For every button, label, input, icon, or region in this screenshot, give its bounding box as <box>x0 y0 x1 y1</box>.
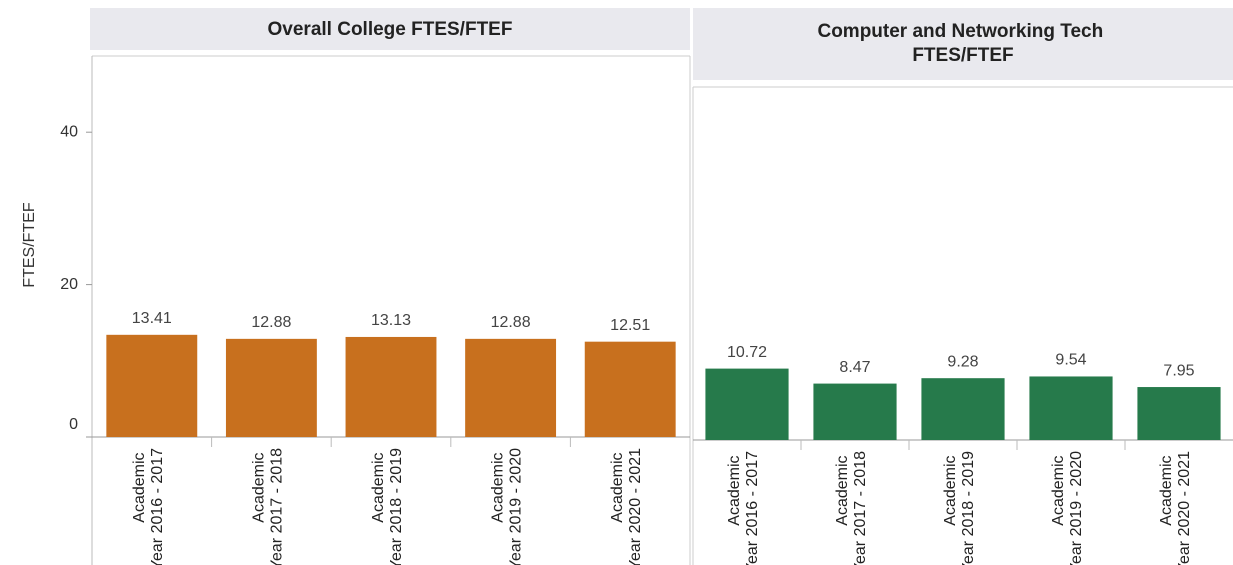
value-label: 12.88 <box>491 314 531 331</box>
value-label: 12.51 <box>610 317 650 334</box>
value-label: 9.54 <box>1055 352 1086 369</box>
bar <box>1029 376 1113 440</box>
value-label: 10.72 <box>727 344 767 361</box>
chart-title: Computer and Networking Tech FTES/FTEF <box>817 21 1108 66</box>
bar <box>106 334 198 437</box>
x-tick-label: Academic Year 2020 - 2021 <box>1158 451 1193 565</box>
header-bg <box>90 8 690 50</box>
x-tick-label: Academic Year 2020 - 2021 <box>609 448 644 565</box>
bar <box>1137 387 1221 440</box>
x-tick-label: Academic Year 2016 - 2017 <box>726 451 761 565</box>
bar <box>465 338 557 437</box>
bar <box>813 383 897 440</box>
y-tick-label: 20 <box>60 276 78 293</box>
x-tick-label: Academic Year 2018 - 2019 <box>370 448 405 565</box>
bar <box>345 336 437 437</box>
y-tick-label: 0 <box>69 416 78 433</box>
value-label: 12.88 <box>251 314 291 331</box>
value-label: 7.95 <box>1163 362 1194 379</box>
x-tick-label: Academic Year 2017 - 2018 <box>251 448 286 565</box>
bar <box>921 378 1005 440</box>
value-label: 9.28 <box>947 353 978 370</box>
x-tick-label: Academic Year 2016 - 2017 <box>131 448 166 565</box>
value-label: 13.13 <box>371 312 411 329</box>
header-bg <box>693 8 1233 80</box>
x-tick-label: Academic Year 2019 - 2020 <box>490 448 525 565</box>
y-axis-label: FTES/FTEF <box>21 202 38 288</box>
value-label: 13.41 <box>132 310 172 327</box>
y-tick-label: 40 <box>60 123 78 140</box>
chart-title: Overall College FTES/FTEF <box>268 19 513 40</box>
x-tick-label: Academic Year 2017 - 2018 <box>834 451 869 565</box>
x-tick-label: Academic Year 2018 - 2019 <box>942 451 977 565</box>
x-tick-label: Academic Year 2019 - 2020 <box>1050 451 1085 565</box>
bar <box>584 341 676 437</box>
bar <box>705 368 789 440</box>
value-label: 8.47 <box>839 359 870 376</box>
bar <box>225 338 317 437</box>
